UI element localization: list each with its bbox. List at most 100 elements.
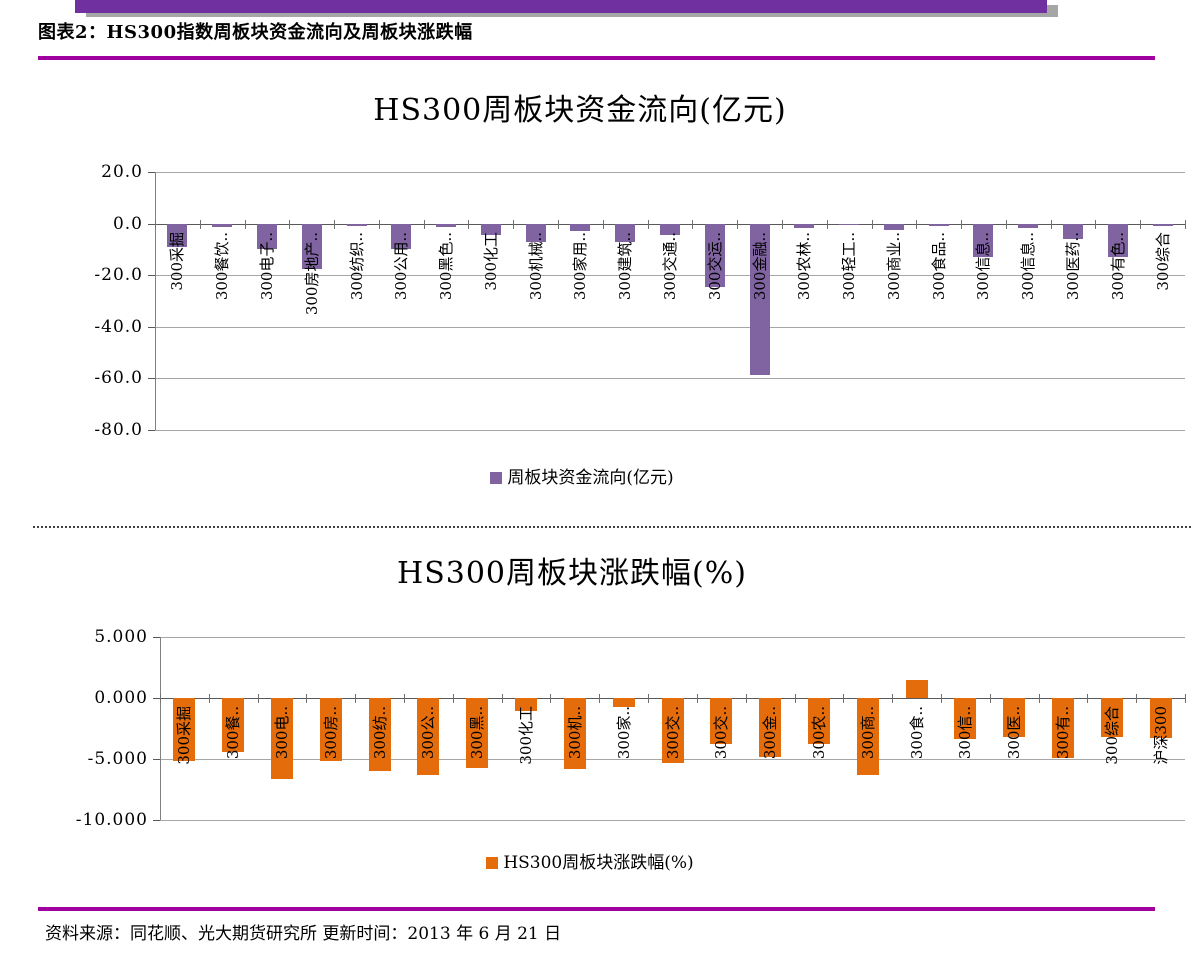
charts-divider <box>33 526 1191 528</box>
category-tick <box>599 694 601 703</box>
bar <box>612 698 635 707</box>
bar <box>973 223 994 258</box>
bar <box>1152 223 1173 227</box>
category-label-text: 300有.. <box>1053 706 1072 760</box>
y-tick <box>148 275 155 277</box>
category-tick <box>989 694 991 703</box>
y-tick <box>148 430 155 431</box>
category-label-text: 300金.. <box>761 706 780 760</box>
gridline <box>155 172 1185 173</box>
category-tick <box>244 219 246 229</box>
bar <box>480 223 501 236</box>
category-tick <box>647 219 649 229</box>
legend-label: 周板块资金流向(亿元) <box>507 468 674 488</box>
y-axis-label: -40.0 <box>94 316 143 337</box>
category-tick <box>257 694 259 703</box>
gridline <box>160 637 1185 638</box>
top-banner <box>75 0 1047 13</box>
category-label-text: 300机械.. <box>526 231 545 300</box>
bar <box>563 698 586 769</box>
category-tick <box>940 694 942 703</box>
y-axis-label: -5.000 <box>87 749 148 769</box>
category-label-text: 300食品.. <box>929 231 948 300</box>
bar <box>1063 223 1084 240</box>
category-tick <box>826 219 828 229</box>
category-label-text: 300餐.. <box>224 706 243 760</box>
category-label-text: 300机.. <box>565 706 584 760</box>
y-tick <box>153 820 160 821</box>
category-tick <box>892 694 894 703</box>
bar <box>222 698 245 752</box>
y-tick <box>148 378 155 380</box>
category-label-text: 300纺织.. <box>347 231 366 300</box>
category-tick <box>1087 694 1089 703</box>
category-label-text: 300房.. <box>321 706 340 760</box>
category-label-text: 300化工 <box>481 231 500 291</box>
bar <box>346 223 367 226</box>
category-tick <box>378 219 380 229</box>
bar <box>759 698 782 757</box>
category-label-text: 300商.. <box>858 706 877 760</box>
category-tick <box>1038 694 1040 703</box>
category-tick <box>513 219 515 229</box>
bar <box>1149 698 1172 739</box>
chart-title: HS300周板块资金流向(亿元) <box>373 93 787 128</box>
category-tick <box>696 694 698 703</box>
category-tick <box>558 219 560 229</box>
category-label-text: 300商业.. <box>884 231 903 300</box>
category-tick <box>550 694 552 703</box>
category-label-text: 300家用.. <box>571 231 590 300</box>
category-tick <box>452 694 454 703</box>
bar <box>301 223 322 269</box>
category-label-text: 300餐饮.. <box>213 231 232 300</box>
y-axis-line <box>155 172 156 430</box>
bar <box>661 698 684 763</box>
category-tick <box>602 219 604 229</box>
category-label-text: 300房地产.. <box>302 231 321 315</box>
bar <box>1003 698 1026 738</box>
zero-axis-line <box>155 223 1185 225</box>
category-label-text: 300医药.. <box>1064 231 1083 300</box>
bar <box>1051 698 1074 758</box>
bar <box>319 698 342 762</box>
y-tick <box>153 698 160 699</box>
gridline <box>160 820 1185 821</box>
category-tick <box>692 219 694 229</box>
y-axis-label: 20.0 <box>101 162 143 182</box>
bar <box>905 679 928 698</box>
source-note: 资料来源：同花顺、光大期货研究所 更新时间：2013 年 6 月 21 日 <box>45 924 562 944</box>
category-label-text: 300信息.. <box>974 231 993 300</box>
category-tick <box>160 694 161 703</box>
zero-axis-line <box>160 698 1185 699</box>
title-rule <box>38 56 1155 60</box>
bar <box>515 698 538 712</box>
bar <box>704 223 725 287</box>
category-tick <box>289 219 291 229</box>
y-tick <box>148 326 155 328</box>
category-label-text: 300交通.. <box>661 231 679 300</box>
bar <box>271 698 294 779</box>
bar <box>839 223 860 226</box>
category-label-text: 300采掘 <box>175 706 194 765</box>
y-axis-label: 0.0 <box>112 213 143 234</box>
legend-label: HS300周板块涨跌幅(%) <box>503 853 694 873</box>
category-label-text: 300化工 <box>517 706 536 765</box>
category-tick <box>404 694 406 703</box>
bar <box>954 698 977 740</box>
category-label-text: 300信.. <box>956 706 975 760</box>
legend-swatch <box>490 472 503 484</box>
bar <box>466 698 489 768</box>
category-label-text: 300交.. <box>712 706 731 760</box>
legend: 周板块资金流向(亿元) <box>282 468 882 488</box>
category-tick <box>1185 694 1186 703</box>
bar <box>570 223 591 232</box>
y-axis-label: -10.000 <box>75 810 148 830</box>
category-tick <box>871 219 873 229</box>
bar <box>794 223 815 228</box>
category-label-text: 300公.. <box>419 706 438 760</box>
category-label-text: 沪深300 <box>1151 706 1170 765</box>
category-tick <box>961 219 963 229</box>
bar <box>436 223 457 228</box>
category-tick <box>1140 219 1142 229</box>
